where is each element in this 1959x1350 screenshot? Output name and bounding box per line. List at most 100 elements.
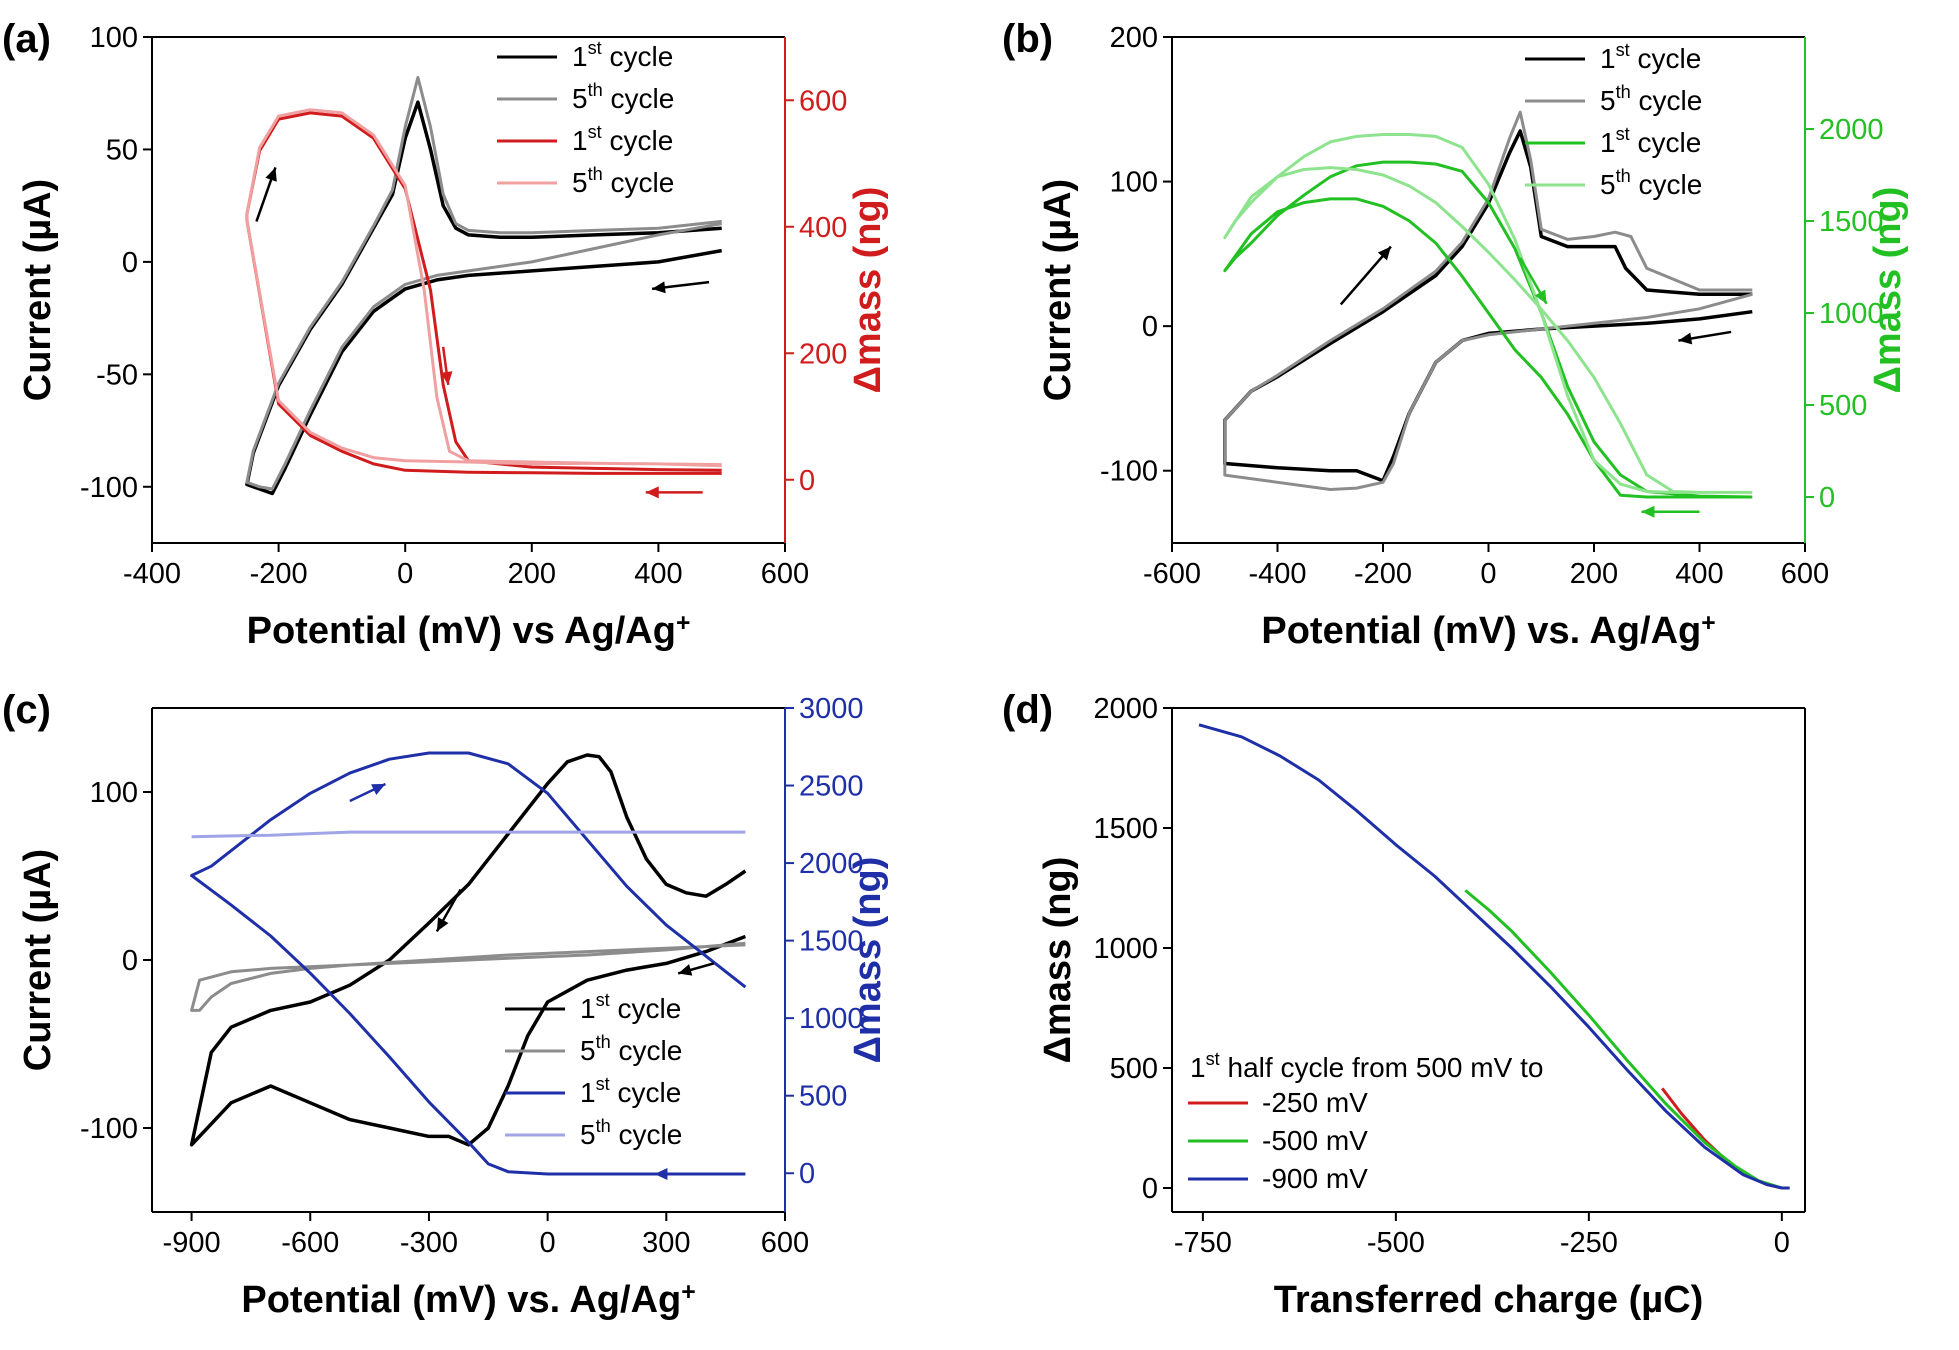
panel-label: (c) — [2, 688, 51, 732]
x-tick-label: -400 — [1248, 558, 1306, 590]
x-tick-label: -600 — [281, 1227, 339, 1259]
y-tick-label: 1500 — [1093, 813, 1158, 845]
x-tick-label: -400 — [123, 558, 181, 590]
legend-label: -500 mV — [1262, 1125, 1368, 1156]
y-tick-label: 200 — [1110, 22, 1158, 54]
series-line-4 — [191, 830, 746, 839]
y-axis-title: Current (µA) — [1037, 179, 1079, 401]
legend-label: 5th cycle — [580, 1032, 682, 1066]
y-tick-label: 0 — [1142, 1173, 1158, 1205]
y-tick-label: 2000 — [1093, 693, 1158, 725]
y-axis-title: Current (µA) — [17, 849, 59, 1071]
x-tick-label: -300 — [400, 1227, 458, 1259]
x-tick-label: -500 — [1367, 1227, 1425, 1259]
y2-tick-label: 0 — [799, 465, 815, 497]
legend-label: 1st cycle — [1600, 124, 1701, 158]
legend-label: 1st cycle — [580, 990, 681, 1024]
y-axis-title: Δmass (ng) — [1037, 857, 1079, 1064]
x-tick-label: 0 — [397, 558, 413, 590]
panel-d: -750 -500 -250 0 0 500 1000 1500 2000 Transferred… — [1002, 688, 1806, 1321]
y2-tick-label: 0 — [1819, 482, 1835, 514]
x-tick-label: 200 — [508, 558, 556, 590]
y2-tick-label: 2500 — [799, 771, 864, 803]
x-tick-label: -200 — [1354, 558, 1412, 590]
direction-arrow-head — [440, 371, 453, 385]
legend-label: 1st cycle — [1600, 40, 1701, 74]
x-tick-label: -750 — [1174, 1227, 1232, 1259]
panel-label: (d) — [1002, 688, 1053, 732]
x-axis-title: Potential (mV) vs. Ag/Ag+ — [1261, 610, 1715, 652]
legend-label: 5th cycle — [572, 164, 674, 198]
panel-c: -900 -600 -300 0 300 600-10001000500100015002… — [2, 688, 889, 1321]
panel-label: (a) — [2, 17, 51, 61]
y-tick-label: 50 — [106, 134, 138, 166]
x-axis-title: Transferred charge (µC) — [1274, 1279, 1703, 1321]
series-line-2 — [190, 941, 746, 1012]
y2-axis-title: Δmass (ng) — [847, 857, 889, 1064]
direction-arrow-head — [652, 281, 666, 294]
x-axis-title: Potential (mV) vs Ag/Ag+ — [247, 610, 691, 652]
legend-label: 1st cycle — [580, 1074, 681, 1108]
legend-label: 5th cycle — [580, 1116, 682, 1150]
x-tick-label: 0 — [540, 1227, 556, 1259]
x-axis-title: Potential (mV) vs. Ag/Ag+ — [241, 1279, 695, 1321]
x-tick-label: -250 — [1560, 1227, 1618, 1259]
series-line-3 — [1223, 160, 1753, 499]
series-line-4 — [1223, 133, 1753, 494]
y-tick-label: 0 — [1142, 311, 1158, 343]
x-tick-label: -600 — [1143, 558, 1201, 590]
x-tick-label: 600 — [761, 1227, 809, 1259]
y2-tick-label: 1000 — [1819, 298, 1884, 330]
y2-tick-label: 2000 — [799, 848, 864, 880]
y-tick-label: 100 — [1110, 167, 1158, 199]
y2-tick-label: 600 — [799, 85, 847, 117]
x-tick-label: 0 — [1774, 1227, 1790, 1259]
series-line-3 — [190, 751, 747, 1176]
direction-arrow-head — [436, 917, 449, 932]
y-tick-label: 500 — [1110, 1053, 1158, 1085]
panel-label: (b) — [1002, 17, 1053, 61]
y2-axis-title: Δmass (ng) — [1867, 187, 1909, 394]
panel-a: -400 -200 0 200 400 600 -100 -50 0 50 100 0 200 400 60… — [2, 17, 889, 652]
direction-arrow-head — [1377, 246, 1391, 261]
y-tick-label: 0 — [122, 945, 138, 977]
y-tick-label: -100 — [1100, 456, 1158, 488]
y-axis-title: Current (µA) — [17, 179, 59, 401]
panel-b: -600 -400 -200 0 200 400 600-10001002000500100… — [1002, 17, 1909, 652]
y2-axis-title: Δmass (ng) — [847, 187, 889, 394]
y2-tick-label: 1000 — [799, 1003, 864, 1035]
legend-label: -250 mV — [1262, 1087, 1368, 1118]
x-tick-label: -900 — [163, 1227, 221, 1259]
y2-tick-label: 1500 — [1819, 206, 1884, 238]
series-line-2 — [1464, 889, 1790, 1190]
series-line-3 — [245, 111, 722, 475]
x-tick-label: 0 — [1480, 558, 1496, 590]
x-tick-label: 600 — [761, 558, 809, 590]
legend-label: -900 mV — [1262, 1163, 1368, 1194]
direction-arrow-head — [645, 486, 659, 499]
y2-tick-label: 400 — [799, 212, 847, 244]
legend-label: 5th cycle — [1600, 166, 1702, 200]
series-line-1 — [1661, 1087, 1790, 1190]
x-tick-label: 600 — [1781, 558, 1829, 590]
y-tick-label: 100 — [90, 22, 138, 54]
series-line-4 — [245, 108, 722, 468]
y-tick-label: -100 — [80, 472, 138, 504]
y-tick-label: -50 — [96, 359, 138, 391]
y2-tick-label: 2000 — [1819, 114, 1884, 146]
legend-label: 1st cycle — [572, 122, 673, 156]
series-line-2 — [1223, 110, 1753, 491]
y2-tick-label: 500 — [1819, 390, 1867, 422]
y2-tick-label: 0 — [799, 1158, 815, 1190]
direction-arrow-head — [654, 1168, 668, 1181]
direction-arrow-head — [265, 167, 277, 182]
y2-tick-label: 3000 — [799, 693, 864, 725]
direction-arrow-head — [371, 783, 386, 796]
y-tick-label: 100 — [90, 777, 138, 809]
y-tick-label: 1000 — [1093, 933, 1158, 965]
x-tick-label: 300 — [642, 1227, 690, 1259]
direction-arrow-head — [1641, 505, 1655, 518]
direction-arrow-head — [678, 964, 693, 976]
series-line-3 — [1198, 723, 1790, 1190]
